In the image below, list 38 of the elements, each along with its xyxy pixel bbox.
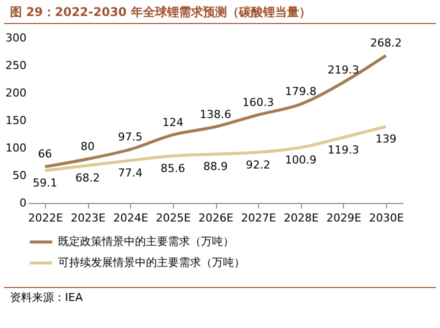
data-label: 179.8 (284, 85, 316, 98)
x-tick-label: 2029E (326, 212, 362, 224)
y-tick-label: 200 (6, 86, 26, 100)
data-label: 88.9 (203, 160, 228, 174)
x-tick-label: 2023E (70, 212, 106, 224)
x-tick-label: 2025E (156, 212, 191, 224)
data-label: 77.4 (118, 166, 143, 180)
data-label: 85.6 (160, 162, 186, 175)
y-tick-label: 50 (12, 169, 26, 182)
x-tick-label: 2030E (368, 212, 404, 224)
legend-label: 既定政策情景中的主要需求（万吨） (58, 235, 234, 248)
x-tick-label: 2026E (198, 212, 234, 224)
data-label: 68.2 (75, 171, 100, 184)
chart-title: 图 29：2022-2030 年全球锂需求预测（碳酸锂当量） (4, 0, 436, 24)
data-label: 219.3 (328, 63, 360, 76)
data-label: 97.5 (118, 130, 143, 144)
legend-label: 可持续发展情景中的主要需求（万吨） (58, 256, 245, 269)
data-label: 138.6 (200, 108, 232, 121)
data-label: 100.9 (284, 154, 316, 167)
y-tick-label: 100 (6, 142, 26, 154)
data-label: 268.2 (370, 36, 402, 50)
x-tick-label: 2027E (241, 212, 276, 224)
x-tick-label: 2024E (113, 212, 148, 224)
data-label: 66 (38, 148, 52, 161)
data-label: 124 (162, 116, 184, 129)
y-tick-label: 150 (6, 114, 26, 127)
data-label: 160.3 (242, 96, 274, 109)
y-tick-label: 250 (6, 59, 26, 72)
x-tick-label: 2028E (284, 212, 319, 224)
data-label: 92.2 (246, 158, 270, 172)
data-label: 59.1 (32, 176, 58, 190)
data-label: 119.3 (328, 143, 360, 156)
data-label: 80 (80, 140, 95, 153)
y-tick-label: 0 (20, 196, 26, 210)
x-tick-label: 2022E (28, 212, 64, 224)
data-label: 139 (375, 132, 396, 146)
text: 资料来源：IEA (4, 287, 436, 307)
y-tick-label: 300 (6, 32, 26, 44)
